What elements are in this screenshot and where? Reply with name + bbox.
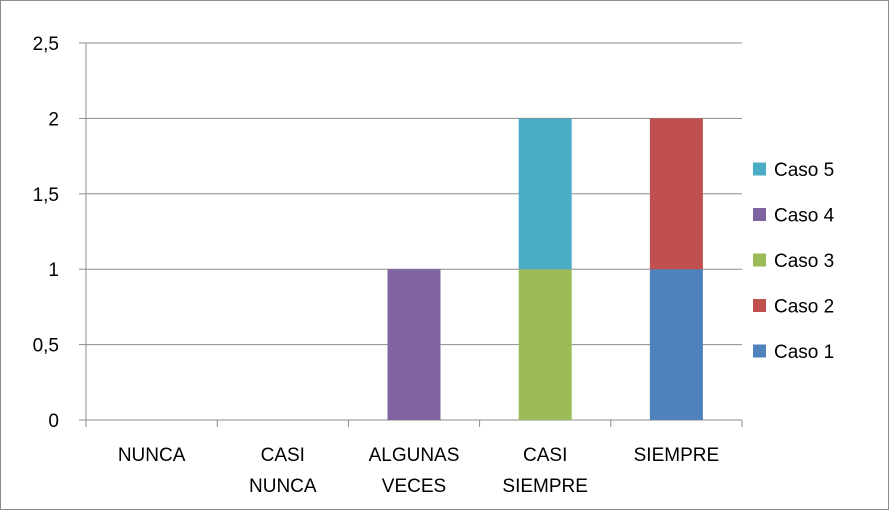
y-tick-labels: 0 0,5 1 1,5 2 2,5	[33, 34, 59, 432]
x-tick-label: CASI SIEMPRE	[502, 445, 588, 497]
y-tick-label: 1,5	[33, 185, 59, 206]
legend-swatch	[753, 299, 766, 312]
legend-label: Caso 2	[774, 297, 834, 318]
y-tick-label: 2	[48, 109, 59, 130]
bars	[387, 118, 703, 420]
legend-label: Caso 3	[774, 251, 834, 272]
gridlines	[86, 42, 742, 346]
legend-swatch	[753, 208, 766, 221]
bar-caso-3	[518, 269, 572, 420]
x-tick-label: SIEMPRE	[634, 445, 720, 466]
legend-label: Caso 1	[774, 342, 834, 363]
y-tick-label: 0	[48, 411, 59, 432]
legend-swatch	[753, 344, 766, 358]
x-tick-label: CASI NUNCA	[249, 445, 317, 497]
legend-label: Caso 4	[774, 206, 835, 227]
bar-caso-4	[387, 269, 441, 420]
y-tick-label: 2,5	[33, 34, 59, 55]
x-tick-labels: NUNCA CASI NUNCA ALGUNAS VECES CASI SIEMPRE SIE…	[118, 445, 719, 497]
bar-caso-5	[518, 118, 572, 270]
x-tick-label: NUNCA	[118, 445, 186, 466]
legend-swatch	[753, 253, 766, 267]
y-tick-label: 0,5	[33, 336, 59, 357]
y-tick-label: 1	[48, 260, 59, 281]
bar-caso-2	[649, 118, 703, 270]
bar-caso-1	[649, 269, 703, 420]
legend-swatch	[753, 162, 766, 176]
legend: Caso 5 Caso 4 Caso 3 Caso 2 Caso 1	[753, 160, 835, 363]
legend-label: Caso 5	[774, 160, 834, 181]
x-tick-label: ALGUNAS VECES	[369, 445, 460, 497]
